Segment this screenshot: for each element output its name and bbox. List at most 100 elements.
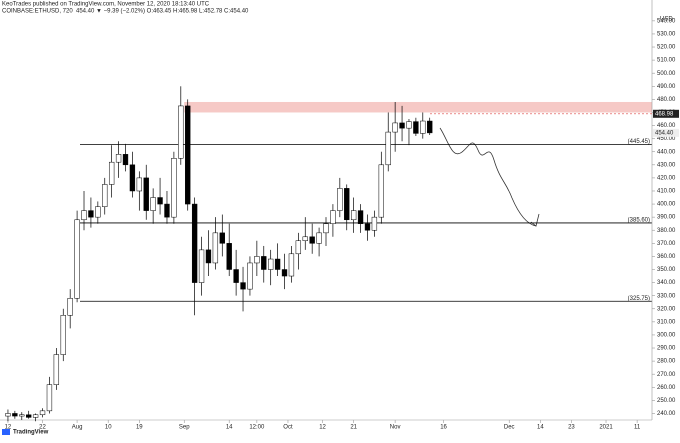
candle-body [32,414,39,418]
x-tick-label: 10 [105,425,112,431]
candle-body [95,206,101,218]
candle-body [240,282,246,290]
y-tick-label: 360.00 [657,254,676,260]
candle-body [178,105,184,159]
level-label: (385.60) [628,217,650,223]
y-tick-label: 260.00 [657,385,676,391]
candle-body [233,269,239,283]
x-tick-label: 2021 [599,425,613,431]
y-tick-label: 320.00 [657,306,676,312]
candle-body [122,154,129,166]
candle-body [226,243,232,270]
candle-body [337,188,343,211]
publisher: KeoTrades published on TradingView.com, … [2,2,210,8]
brand-logo [2,429,10,435]
candle-body [309,236,315,244]
x-tick-label: 14 [537,425,544,431]
y-tick-label: 400.00 [657,202,676,208]
x-tick-label: 14 [226,425,233,431]
x-tick-label: Aug [72,425,83,431]
y-tick-label: 290.00 [657,346,676,352]
y-tick-label: 330.00 [657,293,676,299]
y-tick-label: 300.00 [657,333,676,339]
y-tick-label: 410.00 [657,189,676,195]
candle-body [39,410,46,416]
candle-body [254,256,260,264]
candle-body [420,120,426,134]
y-tick-label: 250.00 [657,398,676,404]
y-tick-label: 460.00 [657,123,676,129]
x-tick-label: Dec [504,425,515,431]
candle-body [399,122,405,129]
candle-body [371,216,378,231]
candle-body [288,253,295,277]
y-tick-label: 520.00 [657,45,676,51]
candle-body [88,210,94,218]
candle-body [12,413,18,417]
x-tick-label: Sep [179,425,190,431]
candle-body [378,164,384,218]
candle-body [191,203,198,283]
candle-body [330,210,336,224]
candle-body [413,121,419,134]
projection-arrowhead [530,213,540,227]
candle-body [274,258,281,270]
candle-body [81,210,87,221]
price-label-box [653,109,679,118]
x-tick-label: 16 [440,425,447,431]
x-tick-label: 12:00 [249,425,265,431]
candle-body [171,158,177,218]
candle-body [164,203,170,218]
candle-body [261,256,267,270]
candle-body [281,269,288,277]
y-tick-label: 510.00 [657,58,676,64]
symbol: COINBASE:ETHUSD, 720 [2,9,73,15]
y-tick-label: 240.00 [657,411,676,417]
resistance-zone [184,101,652,113]
candle-body [74,219,80,299]
y-tick-label: 280.00 [657,359,676,365]
candle-body [108,161,115,185]
candle-body [198,249,205,283]
x-tick-label: 19 [136,425,143,431]
candle-body [247,262,253,290]
y-tick-label: 350.00 [657,267,676,273]
y-tick-label: 340.00 [657,280,676,286]
candle-body [323,223,329,234]
candle-body [302,236,308,241]
candle-body [19,414,25,417]
candle-body [219,232,225,244]
candle-body [143,177,149,211]
x-tick-label: 12 [319,425,326,431]
candle-body [357,210,364,224]
y-tick-label: 500.00 [657,71,676,77]
candle-body [129,164,136,192]
candle-body [67,298,73,316]
y-tick-label: 420.00 [657,175,676,181]
price-label: 454.40 [655,130,674,136]
candle-body [295,240,302,255]
x-tick-label: 12 [5,425,12,431]
candle-body [205,249,212,264]
quote: 454.40 ▼ −9.39 (−2.02%) O:463.45 H:465.9… [76,9,249,15]
candle-body [5,413,11,417]
y-tick-label: 430.00 [657,162,676,168]
candle-body [185,105,191,205]
y-tick-label: 370.00 [657,241,676,247]
y-tick-label: 390.00 [657,215,676,221]
candle-body [60,315,66,355]
candle-body [102,184,108,207]
y-tick-label: 540.00 [657,18,676,24]
y-tick-label: 480.00 [657,97,676,103]
y-tick-label: 310.00 [657,319,676,325]
candle-body [53,354,60,385]
level-label: (325.75) [628,296,650,302]
candle-body [316,232,322,244]
y-tick-label: 530.00 [657,32,676,38]
candle-body [392,122,398,133]
price-label-box [653,128,679,137]
candle-body [26,414,32,418]
x-tick-label: Oct [283,425,293,431]
x-tick-label: 21 [350,425,357,431]
